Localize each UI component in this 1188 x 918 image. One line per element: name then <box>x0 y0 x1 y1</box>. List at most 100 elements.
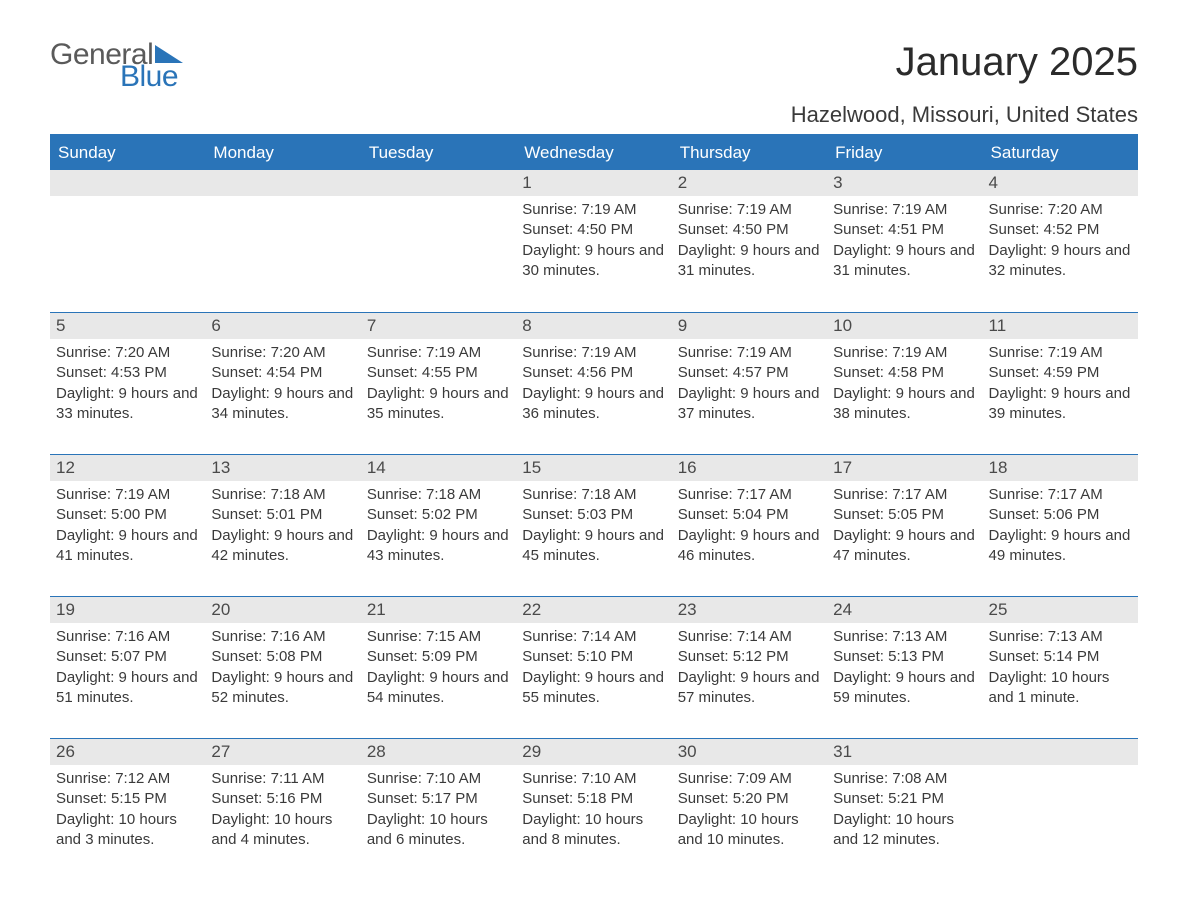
sunset-line: Sunset: 5:13 PM <box>833 647 976 667</box>
sunset-line: Sunset: 5:01 PM <box>211 505 354 525</box>
day-number: 28 <box>361 739 516 765</box>
sunrise-line: Sunrise: 7:16 AM <box>56 627 199 647</box>
daylight-line: Daylight: 9 hours and 33 minutes. <box>56 384 199 425</box>
day-number: 30 <box>672 739 827 765</box>
sunset-line: Sunset: 5:02 PM <box>367 505 510 525</box>
daylight-line: Daylight: 10 hours and 6 minutes. <box>367 810 510 851</box>
day-number: 29 <box>516 739 671 765</box>
day-cell: 7Sunrise: 7:19 AMSunset: 4:55 PMDaylight… <box>361 313 516 440</box>
daylight-line: Daylight: 9 hours and 34 minutes. <box>211 384 354 425</box>
title-block: January 2025 <box>896 40 1138 85</box>
day-body: Sunrise: 7:10 AMSunset: 5:18 PMDaylight:… <box>516 765 671 858</box>
day-cell: 27Sunrise: 7:11 AMSunset: 5:16 PMDayligh… <box>205 739 360 866</box>
day-cell: 9Sunrise: 7:19 AMSunset: 4:57 PMDaylight… <box>672 313 827 440</box>
day-body: Sunrise: 7:17 AMSunset: 5:05 PMDaylight:… <box>827 481 982 574</box>
day-number: 19 <box>50 597 205 623</box>
day-cell: 31Sunrise: 7:08 AMSunset: 5:21 PMDayligh… <box>827 739 982 866</box>
daylight-line: Daylight: 9 hours and 54 minutes. <box>367 668 510 709</box>
sunset-line: Sunset: 4:55 PM <box>367 363 510 383</box>
weekday-header-cell: Friday <box>827 136 982 170</box>
day-number <box>50 170 205 196</box>
day-body: Sunrise: 7:16 AMSunset: 5:07 PMDaylight:… <box>50 623 205 716</box>
sunrise-line: Sunrise: 7:20 AM <box>211 343 354 363</box>
day-number: 10 <box>827 313 982 339</box>
day-body: Sunrise: 7:18 AMSunset: 5:02 PMDaylight:… <box>361 481 516 574</box>
weekday-header-cell: Tuesday <box>361 136 516 170</box>
day-cell: 17Sunrise: 7:17 AMSunset: 5:05 PMDayligh… <box>827 455 982 582</box>
day-body: Sunrise: 7:13 AMSunset: 5:13 PMDaylight:… <box>827 623 982 716</box>
sunset-line: Sunset: 5:04 PM <box>678 505 821 525</box>
daylight-line: Daylight: 9 hours and 55 minutes. <box>522 668 665 709</box>
day-number: 9 <box>672 313 827 339</box>
sunrise-line: Sunrise: 7:19 AM <box>678 200 821 220</box>
day-body: Sunrise: 7:14 AMSunset: 5:12 PMDaylight:… <box>672 623 827 716</box>
day-cell: 24Sunrise: 7:13 AMSunset: 5:13 PMDayligh… <box>827 597 982 724</box>
day-cell: 14Sunrise: 7:18 AMSunset: 5:02 PMDayligh… <box>361 455 516 582</box>
sunset-line: Sunset: 5:16 PM <box>211 789 354 809</box>
day-cell <box>50 170 205 298</box>
daylight-line: Daylight: 9 hours and 35 minutes. <box>367 384 510 425</box>
day-cell: 26Sunrise: 7:12 AMSunset: 5:15 PMDayligh… <box>50 739 205 866</box>
logo-text-blue: Blue <box>120 62 183 92</box>
sunset-line: Sunset: 5:21 PM <box>833 789 976 809</box>
daylight-line: Daylight: 9 hours and 45 minutes. <box>522 526 665 567</box>
day-number: 6 <box>205 313 360 339</box>
day-cell: 20Sunrise: 7:16 AMSunset: 5:08 PMDayligh… <box>205 597 360 724</box>
weekday-header-row: SundayMondayTuesdayWednesdayThursdayFrid… <box>50 136 1138 170</box>
day-number <box>983 739 1138 765</box>
day-cell: 8Sunrise: 7:19 AMSunset: 4:56 PMDaylight… <box>516 313 671 440</box>
sunrise-line: Sunrise: 7:18 AM <box>211 485 354 505</box>
day-cell: 30Sunrise: 7:09 AMSunset: 5:20 PMDayligh… <box>672 739 827 866</box>
daylight-line: Daylight: 9 hours and 38 minutes. <box>833 384 976 425</box>
sunrise-line: Sunrise: 7:18 AM <box>522 485 665 505</box>
weeks-container: 1Sunrise: 7:19 AMSunset: 4:50 PMDaylight… <box>50 170 1138 866</box>
day-number: 5 <box>50 313 205 339</box>
daylight-line: Daylight: 9 hours and 52 minutes. <box>211 668 354 709</box>
daylight-line: Daylight: 10 hours and 12 minutes. <box>833 810 976 851</box>
sunrise-line: Sunrise: 7:19 AM <box>522 200 665 220</box>
sunrise-line: Sunrise: 7:13 AM <box>833 627 976 647</box>
header: General Blue January 2025 <box>50 40 1138 92</box>
sunset-line: Sunset: 5:09 PM <box>367 647 510 667</box>
sunrise-line: Sunrise: 7:20 AM <box>989 200 1132 220</box>
day-body: Sunrise: 7:20 AMSunset: 4:54 PMDaylight:… <box>205 339 360 432</box>
sunrise-line: Sunrise: 7:10 AM <box>522 769 665 789</box>
sunrise-line: Sunrise: 7:20 AM <box>56 343 199 363</box>
sunset-line: Sunset: 5:12 PM <box>678 647 821 667</box>
day-number: 3 <box>827 170 982 196</box>
day-cell: 13Sunrise: 7:18 AMSunset: 5:01 PMDayligh… <box>205 455 360 582</box>
day-body: Sunrise: 7:18 AMSunset: 5:01 PMDaylight:… <box>205 481 360 574</box>
day-body: Sunrise: 7:18 AMSunset: 5:03 PMDaylight:… <box>516 481 671 574</box>
day-body: Sunrise: 7:19 AMSunset: 4:51 PMDaylight:… <box>827 196 982 289</box>
daylight-line: Daylight: 9 hours and 30 minutes. <box>522 241 665 282</box>
sunset-line: Sunset: 5:18 PM <box>522 789 665 809</box>
daylight-line: Daylight: 9 hours and 32 minutes. <box>989 241 1132 282</box>
day-body: Sunrise: 7:19 AMSunset: 5:00 PMDaylight:… <box>50 481 205 574</box>
day-number: 14 <box>361 455 516 481</box>
day-cell <box>361 170 516 298</box>
day-cell: 22Sunrise: 7:14 AMSunset: 5:10 PMDayligh… <box>516 597 671 724</box>
daylight-line: Daylight: 9 hours and 57 minutes. <box>678 668 821 709</box>
daylight-line: Daylight: 10 hours and 1 minute. <box>989 668 1132 709</box>
sunrise-line: Sunrise: 7:12 AM <box>56 769 199 789</box>
day-number: 2 <box>672 170 827 196</box>
day-body: Sunrise: 7:08 AMSunset: 5:21 PMDaylight:… <box>827 765 982 858</box>
day-body: Sunrise: 7:17 AMSunset: 5:06 PMDaylight:… <box>983 481 1138 574</box>
day-cell: 25Sunrise: 7:13 AMSunset: 5:14 PMDayligh… <box>983 597 1138 724</box>
day-cell: 12Sunrise: 7:19 AMSunset: 5:00 PMDayligh… <box>50 455 205 582</box>
day-cell: 21Sunrise: 7:15 AMSunset: 5:09 PMDayligh… <box>361 597 516 724</box>
day-cell: 10Sunrise: 7:19 AMSunset: 4:58 PMDayligh… <box>827 313 982 440</box>
sunrise-line: Sunrise: 7:19 AM <box>833 200 976 220</box>
day-cell: 2Sunrise: 7:19 AMSunset: 4:50 PMDaylight… <box>672 170 827 298</box>
week-row: 5Sunrise: 7:20 AMSunset: 4:53 PMDaylight… <box>50 312 1138 440</box>
day-cell <box>983 739 1138 866</box>
weekday-header-cell: Thursday <box>672 136 827 170</box>
sunrise-line: Sunrise: 7:19 AM <box>833 343 976 363</box>
sunrise-line: Sunrise: 7:18 AM <box>367 485 510 505</box>
day-number: 15 <box>516 455 671 481</box>
sunset-line: Sunset: 5:05 PM <box>833 505 976 525</box>
day-number: 21 <box>361 597 516 623</box>
day-number: 20 <box>205 597 360 623</box>
sunset-line: Sunset: 4:57 PM <box>678 363 821 383</box>
day-body: Sunrise: 7:12 AMSunset: 5:15 PMDaylight:… <box>50 765 205 858</box>
